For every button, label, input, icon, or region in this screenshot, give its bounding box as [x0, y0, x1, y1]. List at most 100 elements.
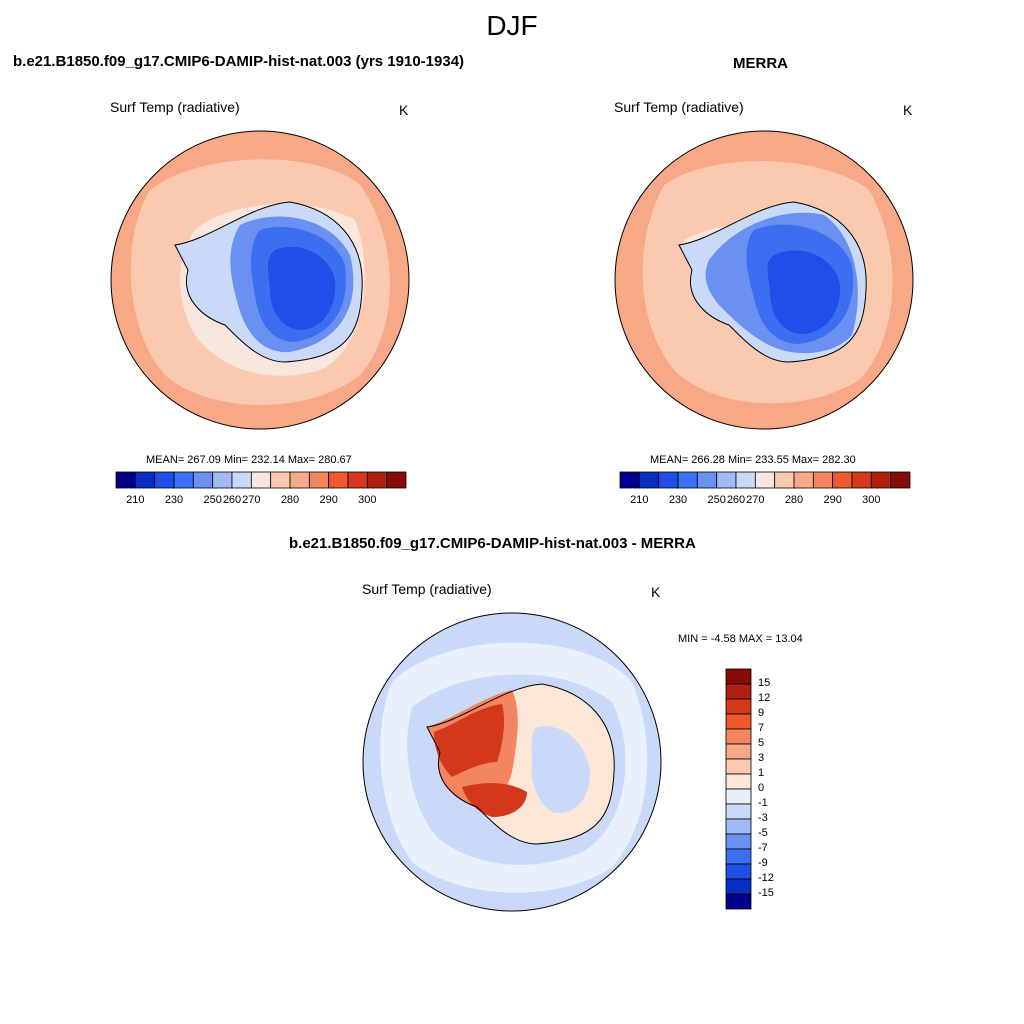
colorbar-tick-label: -9 [758, 857, 768, 869]
colorbar-tick-label: 280 [280, 494, 300, 506]
colorbar-tick-label: 5 [758, 737, 765, 749]
map-ice-core [767, 250, 841, 335]
colorbar-swatch [134, 471, 156, 489]
colorbar-tick-label: 260 [222, 494, 242, 506]
colorbar-swatch [638, 471, 660, 489]
colorbar-swatch [812, 471, 834, 489]
colorbar-tick-label: -1 [758, 797, 768, 809]
colorbar-tick-label: 210 [630, 494, 649, 506]
map-coastline [678, 201, 867, 363]
panel3-units-label: K [651, 584, 661, 600]
colorbar-swatch [696, 471, 718, 489]
colorbar-tick-label: -7 [758, 842, 768, 854]
colorbar-swatch [347, 471, 368, 489]
colorbar-swatch [192, 471, 214, 489]
colorbar-swatch [725, 863, 752, 880]
map-frame [110, 130, 410, 430]
colorbar-tick-label: 3 [758, 752, 765, 764]
panel2-title: MERRA [733, 55, 788, 72]
colorbar-tick-label: 0 [758, 782, 765, 794]
colorbar-tick-label: -12 [758, 872, 774, 884]
colorbar-swatch [725, 728, 752, 745]
colorbar-swatch [725, 803, 752, 820]
colorbar-swatch [725, 698, 752, 715]
colorbar-swatch [870, 471, 892, 489]
colorbar-tick-label: -3 [758, 812, 768, 824]
panel1-polar-map [110, 130, 410, 430]
colorbar-tick-label: 250 [203, 494, 222, 506]
colorbar-tick-label: 7 [758, 722, 765, 734]
colorbar-swatch [366, 471, 388, 489]
colorbar-swatch [725, 683, 752, 700]
panel1-variable-label: Surf Temp (radiative) [110, 99, 240, 115]
colorbar-swatch [154, 471, 175, 489]
colorbar-tick-label: 300 [358, 494, 377, 506]
colorbar-swatch [677, 471, 698, 489]
colorbar-swatch [754, 471, 776, 489]
colorbar-swatch [725, 713, 752, 730]
colorbar-swatch [725, 848, 752, 865]
colorbar-tick-label: 250 [707, 494, 726, 506]
colorbar-swatch [832, 471, 853, 489]
map-ice-core [267, 246, 336, 330]
colorbar-tick-label: 1 [758, 767, 765, 779]
colorbar-swatch [793, 471, 814, 489]
map-interior-cool [531, 726, 590, 813]
colorbar-tick-label: 270 [242, 494, 261, 506]
panel2-colorbar-labels: 210 230 250 260 270 280 290 300 [620, 494, 910, 508]
colorbar-tick-label: 230 [668, 494, 688, 506]
colorbar-swatch [725, 758, 752, 775]
panel3-colorbar [725, 668, 752, 910]
panel1-stats: MEAN= 267.09 Min= 232.14 Max= 280.67 [146, 454, 352, 466]
colorbar-tick-label: 12 [758, 692, 771, 704]
panel1-colorbar-labels: 210 230 250 260 270 280 290 300 [116, 494, 406, 508]
colorbar-swatch [735, 471, 756, 489]
colorbar-swatch [716, 471, 737, 489]
colorbar-swatch [308, 471, 330, 489]
colorbar-tick-label: -15 [758, 887, 774, 899]
colorbar-swatch [386, 471, 407, 489]
panel3-polar-map [362, 612, 662, 912]
map-frame [614, 130, 914, 430]
colorbar-swatch [328, 471, 349, 489]
panel1-colorbar [115, 471, 407, 489]
colorbar-tick-label: 300 [862, 494, 881, 506]
colorbar-swatch [231, 471, 252, 489]
figure-title: DJF [486, 10, 538, 41]
map-coastline [426, 683, 615, 845]
colorbar-tick-label: 9 [758, 707, 765, 719]
panel2-polar-map [614, 130, 914, 430]
colorbar-swatch [725, 788, 752, 805]
colorbar-swatch [725, 893, 752, 910]
colorbar-swatch [270, 471, 291, 489]
panel2-stats: MEAN= 266.28 Min= 233.55 Max= 282.30 [650, 454, 856, 466]
colorbar-tick-label: 290 [823, 494, 842, 506]
colorbar-tick-label: -5 [758, 827, 768, 839]
panel2-units-label: K [903, 102, 913, 118]
map-coastline [174, 201, 363, 363]
colorbar-tick-label: 270 [746, 494, 765, 506]
colorbar-swatch [890, 471, 911, 489]
colorbar-swatch [725, 878, 752, 895]
colorbar-tick-label: 15 [758, 677, 771, 689]
panel1-title: b.e21.B1850.f09_g17.CMIP6-DAMIP-hist-nat… [13, 53, 465, 70]
colorbar-tick-label: 280 [784, 494, 804, 506]
colorbar-swatch [115, 471, 136, 489]
colorbar-swatch [619, 471, 640, 489]
colorbar-tick-label: 290 [319, 494, 338, 506]
colorbar-swatch [851, 471, 872, 489]
colorbar-swatch [774, 471, 795, 489]
panel3-variable-label: Surf Temp (radiative) [362, 581, 492, 597]
colorbar-swatch [658, 471, 679, 489]
colorbar-swatch [250, 471, 272, 489]
map-frame [362, 612, 662, 912]
panel3-colorbar-labels: 15 12 9 7 5 3 1 0 -1 -3 -5 -7 -9 -12 -15 [758, 669, 798, 911]
panel1-units-label: K [399, 102, 409, 118]
colorbar-swatch [173, 471, 194, 489]
map-continent-hot [434, 704, 505, 777]
colorbar-swatch [725, 743, 752, 760]
colorbar-swatch [725, 668, 752, 685]
panel3-title: b.e21.B1850.f09_g17.CMIP6-DAMIP-hist-nat… [289, 535, 696, 552]
colorbar-swatch [289, 471, 310, 489]
panel2-colorbar [619, 471, 911, 489]
